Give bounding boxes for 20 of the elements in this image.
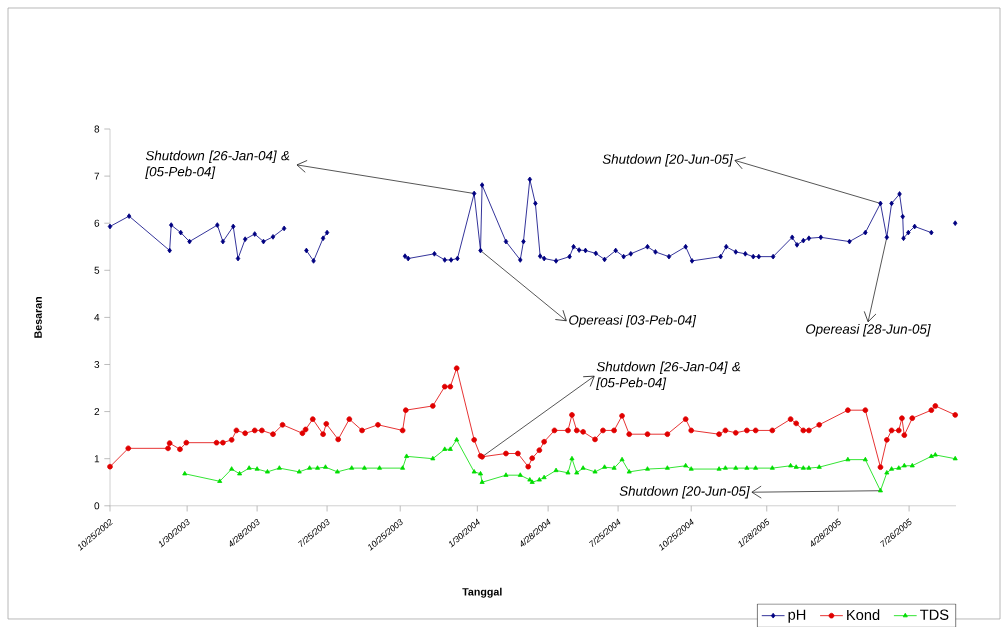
annotation: Shutdown [20-Jun-05]: [619, 486, 750, 499]
legend-label: TDS: [920, 609, 949, 620]
y-tick-label: 7: [94, 172, 100, 180]
y-tick-label: 8: [94, 125, 100, 133]
y-axis-title: Besaran: [34, 297, 42, 338]
annotation: Opereasi [28-Jun-05]: [806, 323, 931, 337]
y-tick-label: 2: [94, 408, 100, 416]
x-axis-title: Tanggal: [462, 587, 502, 598]
legend-label: pH: [788, 609, 806, 623]
annotation: Shutdown [20-Jun-05]: [602, 154, 733, 167]
y-tick-label: 6: [94, 219, 100, 227]
annotation: Shutdown [26-Jan-04] & [05-Peb-04]: [596, 361, 741, 390]
y-tick-label: 0: [94, 502, 100, 510]
y-tick-label: 4: [94, 313, 100, 321]
annotation: Shutdown [26-Jan-04] & [05-Peb-04]: [145, 150, 290, 179]
annotation: Opereasi [03-Peb-04]: [569, 314, 697, 328]
y-tick-label: 3: [94, 360, 100, 369]
y-tick-label: 5: [94, 266, 100, 274]
y-tick-label: 1: [94, 455, 100, 463]
legend-label: Kond: [847, 609, 880, 621]
